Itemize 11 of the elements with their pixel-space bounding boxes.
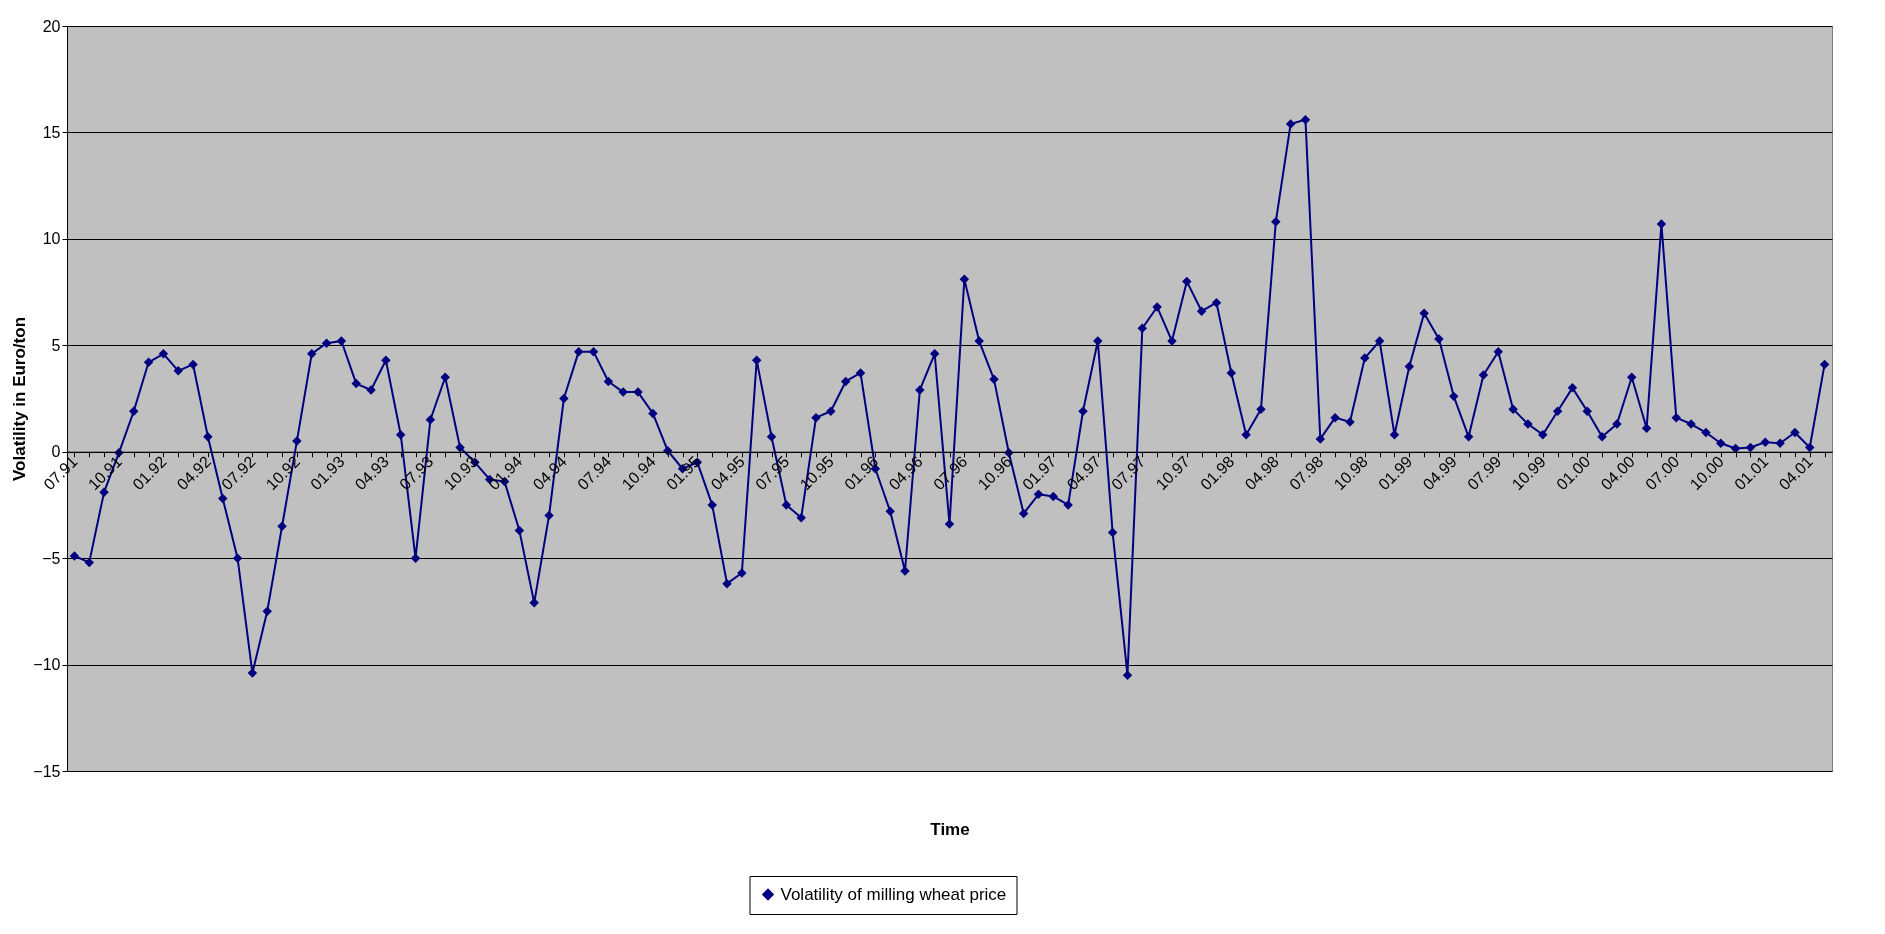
legend-label: Volatility of milling wheat price [780, 884, 1007, 904]
y-tick-label: −5 [42, 549, 61, 567]
y-tick-label: 20 [42, 17, 61, 35]
y-tick-label: 5 [51, 336, 61, 354]
y-tick-label: 10 [42, 230, 61, 248]
y-tick-label: −15 [33, 762, 61, 780]
y-axis-title: Volatility in Euro/ton [10, 316, 30, 482]
y-tick-label: 15 [42, 123, 61, 141]
x-axis-title: Time [930, 820, 970, 840]
y-tick-label: 0 [51, 443, 61, 461]
y-tick-label: −10 [33, 656, 61, 674]
